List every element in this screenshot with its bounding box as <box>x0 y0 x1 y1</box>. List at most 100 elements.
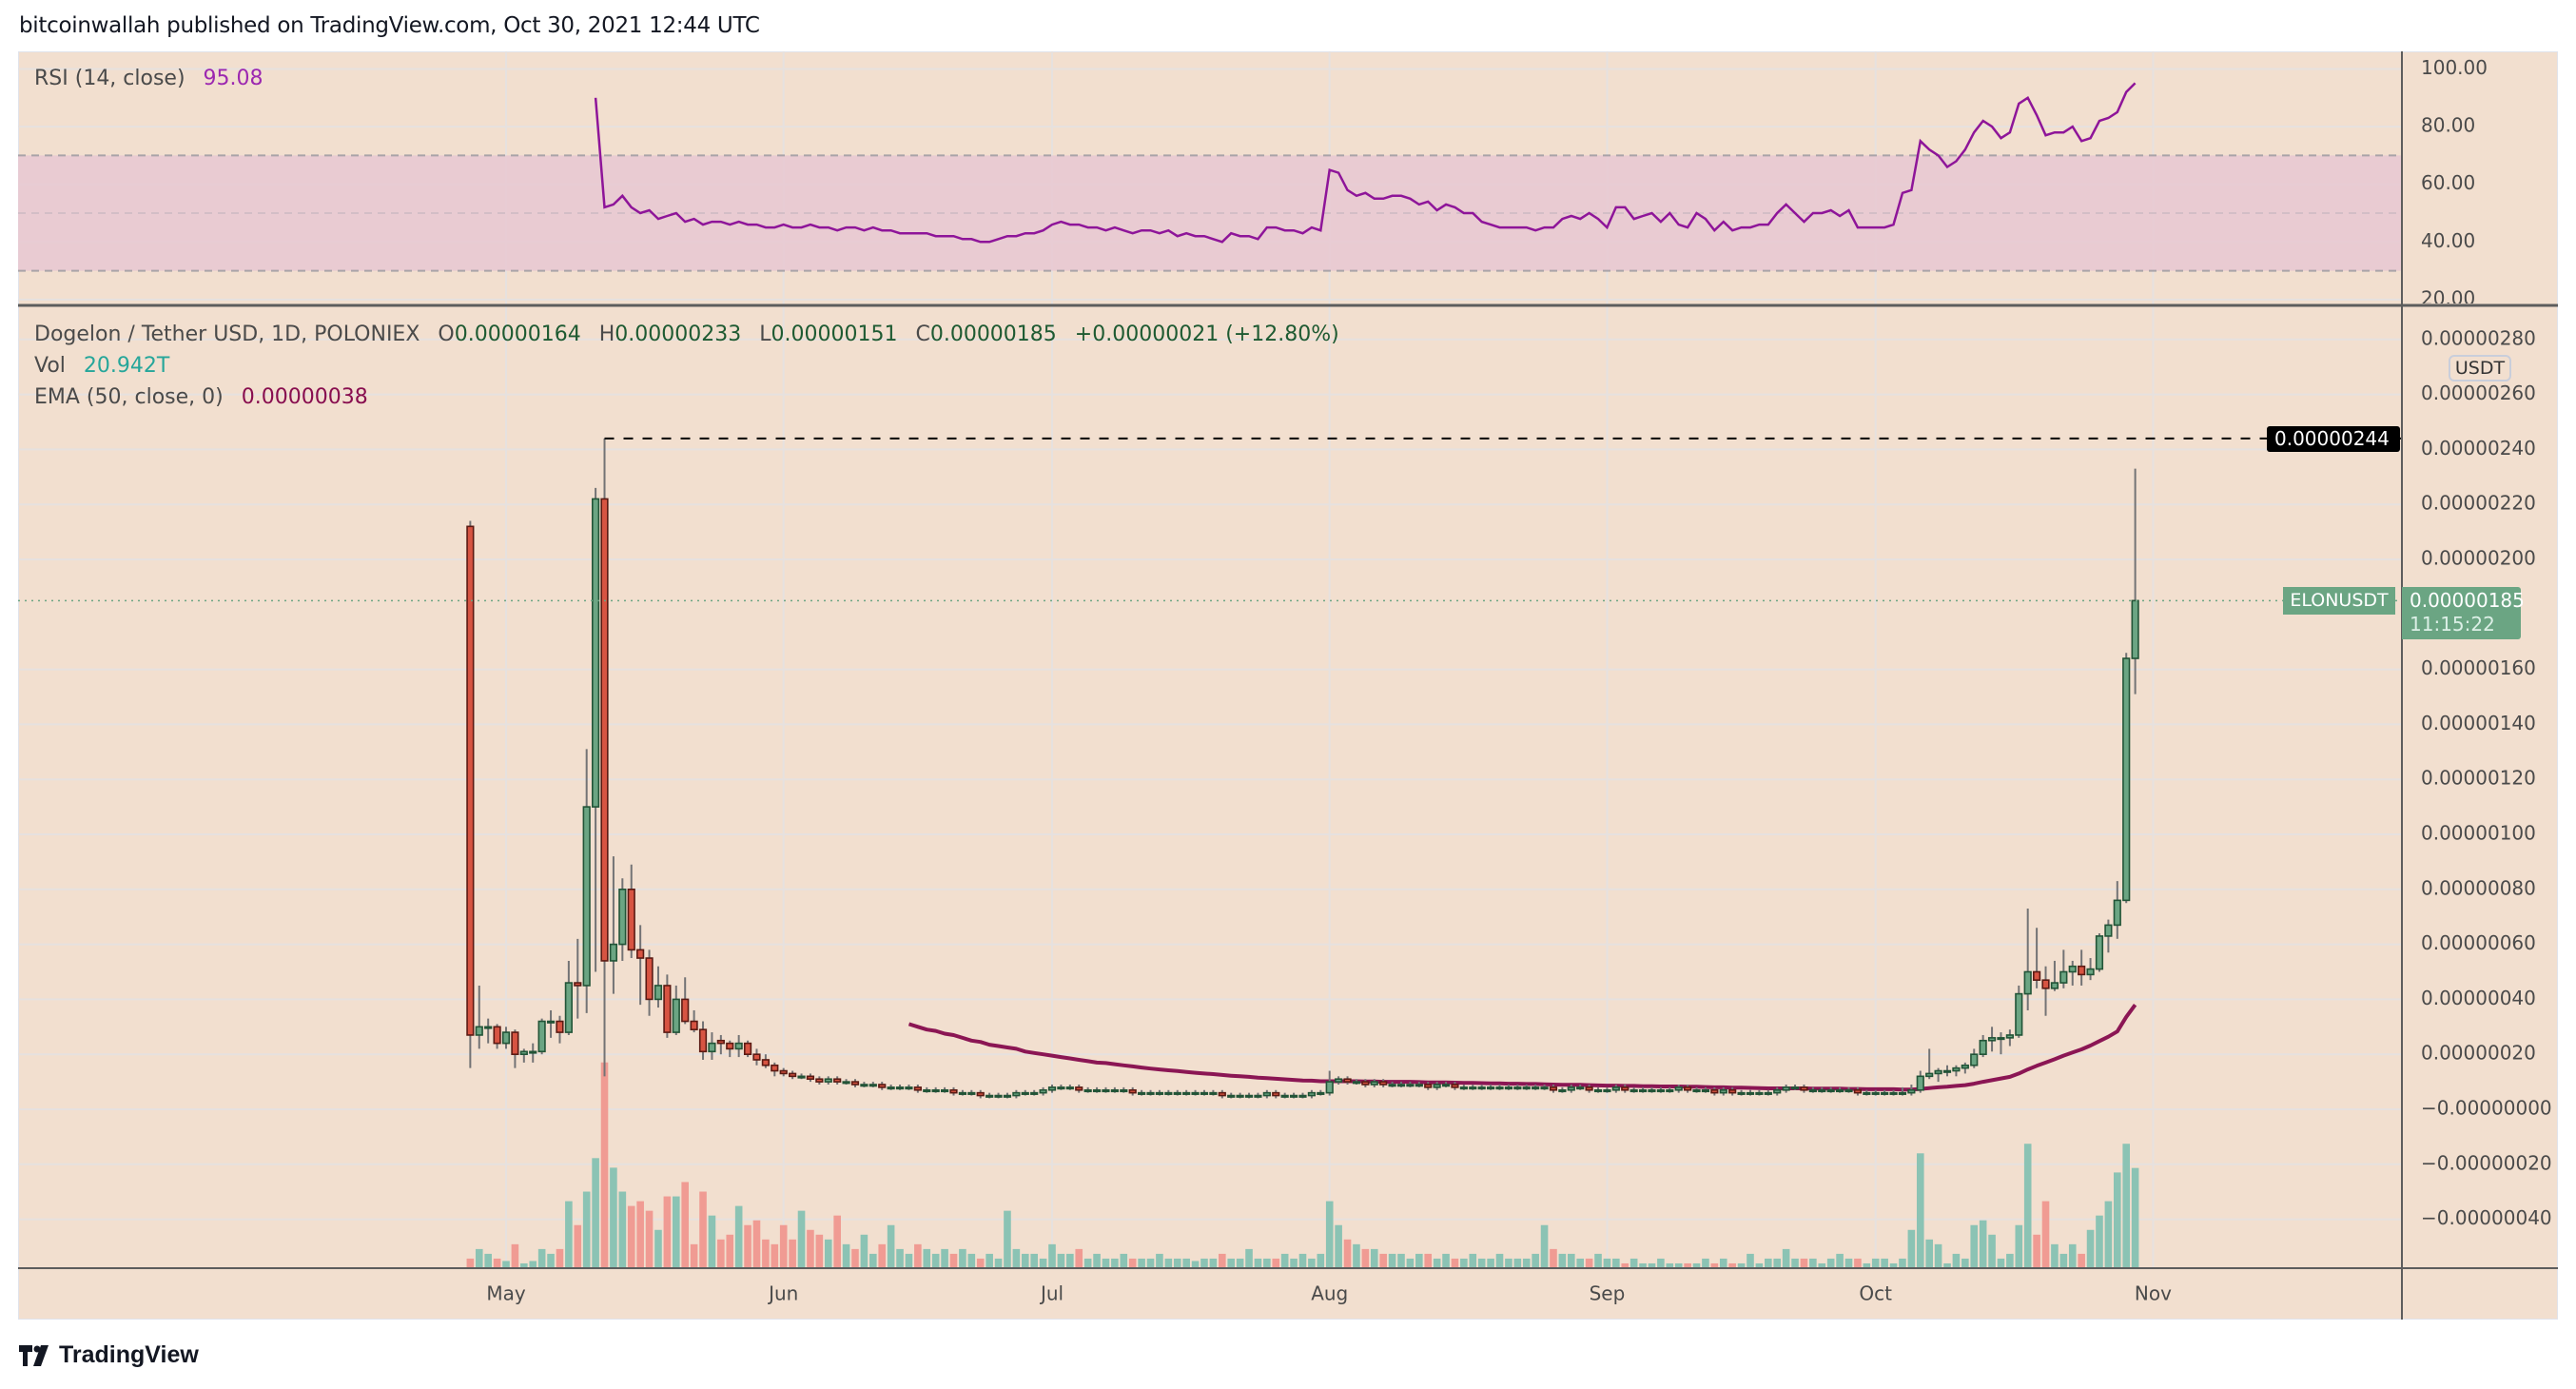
candle <box>1567 1084 1575 1093</box>
candle <box>1441 1082 1451 1087</box>
volume-bar <box>1702 1258 1709 1268</box>
volume-bar <box>1594 1253 1602 1268</box>
volume-bar <box>726 1234 734 1268</box>
candle <box>1853 1086 1863 1096</box>
candle <box>627 864 635 959</box>
candle <box>949 1086 958 1096</box>
volume-bar <box>1406 1258 1415 1268</box>
candle <box>789 1070 797 1080</box>
candle-body <box>1352 1081 1361 1085</box>
price-axis-tick-label: 0.00000220 <box>2421 492 2536 515</box>
candle-body <box>931 1088 940 1093</box>
candle <box>618 878 627 961</box>
price-legend[interactable]: Dogelon / Tether USD, 1D, POLONIEX O0.00… <box>34 323 1339 346</box>
price-axis-tick-label: 0.00000140 <box>2421 712 2536 734</box>
price-axis-tick-label: 0.00000280 <box>2421 326 2536 349</box>
candle-body <box>2068 965 2077 973</box>
volume-bar <box>1809 1258 1817 1268</box>
candle-body <box>1047 1086 1057 1091</box>
candle <box>986 1092 994 1099</box>
candle-body <box>1317 1091 1325 1095</box>
volume-bar <box>1379 1253 1387 1268</box>
candle <box>1522 1084 1531 1090</box>
candle <box>1406 1082 1415 1087</box>
candle-body <box>734 1042 743 1050</box>
candle-body <box>663 985 672 1033</box>
candle <box>1656 1086 1665 1093</box>
candle <box>931 1086 940 1093</box>
volume-bar <box>592 1158 599 1268</box>
rsi-axis-tick-label: 100.00 <box>2421 56 2488 79</box>
candle <box>1979 1034 1987 1058</box>
candle <box>2015 985 2023 1038</box>
candle <box>1540 1084 1549 1090</box>
volume-bar <box>1209 1258 1218 1268</box>
candle-body <box>716 1039 725 1045</box>
time-axis-label: Sep <box>1590 1282 1626 1305</box>
candle-body <box>529 1050 537 1054</box>
candle <box>1289 1092 1298 1099</box>
candle-body <box>493 1026 501 1045</box>
volume-bar <box>1863 1262 1871 1268</box>
volume-bar <box>1424 1253 1433 1268</box>
candle-body <box>627 888 635 951</box>
candle <box>1102 1086 1110 1093</box>
candle-body <box>842 1081 850 1085</box>
volume-bar <box>878 1243 887 1268</box>
candle <box>1396 1082 1406 1087</box>
open-label: O <box>438 323 455 346</box>
candle <box>645 949 654 1016</box>
volume-bar <box>1164 1258 1173 1268</box>
candle <box>1459 1084 1468 1090</box>
volume-bar <box>1200 1258 1208 1268</box>
candle <box>1621 1084 1630 1093</box>
price-axis-tick-label: 0.00000080 <box>2421 876 2536 899</box>
publish-info: bitcoinwallah published on TradingView.c… <box>19 13 760 38</box>
candle <box>1254 1092 1262 1099</box>
volume-bar <box>2006 1253 2014 1268</box>
candle <box>976 1089 985 1099</box>
candle <box>1388 1082 1396 1087</box>
candle-body <box>1415 1084 1423 1087</box>
currency-badge[interactable]: USDT <box>2449 355 2511 381</box>
candle <box>940 1086 949 1093</box>
tradingview-logo[interactable]: TradingView <box>19 1341 199 1369</box>
candle <box>1881 1089 1889 1096</box>
volume-bar <box>1818 1262 1826 1268</box>
candle-body <box>475 1026 483 1036</box>
candle <box>1487 1084 1495 1090</box>
ema-legend[interactable]: EMA (50, close, 0) 0.00000038 <box>34 385 368 409</box>
candle <box>2131 468 2139 694</box>
candle <box>1370 1079 1378 1087</box>
volume-bar <box>1397 1253 1405 1268</box>
candle-body <box>752 1053 761 1061</box>
volume-bar <box>1522 1258 1531 1268</box>
candle-body <box>1889 1091 1898 1095</box>
candle-body <box>2023 970 2032 995</box>
candle-body <box>1844 1088 1853 1093</box>
candle-body <box>1755 1091 1764 1095</box>
candle <box>529 1043 537 1063</box>
volume-bar <box>1236 1258 1244 1268</box>
candle <box>1227 1092 1236 1099</box>
candle <box>2078 949 2086 986</box>
volume-bar <box>1495 1253 1504 1268</box>
candle-body <box>2131 599 2139 659</box>
candle-body <box>1808 1088 1817 1093</box>
candle-body <box>1209 1091 1218 1095</box>
candle <box>1701 1086 1710 1093</box>
volume-legend[interactable]: Vol 20.942T <box>34 354 169 378</box>
volume-bar <box>1747 1253 1754 1268</box>
candle-body <box>2078 965 2086 976</box>
candle-body <box>1638 1088 1648 1093</box>
candle <box>1925 1048 1934 1080</box>
volume-bar <box>1066 1253 1074 1268</box>
candle-body <box>2113 899 2121 927</box>
rsi-legend[interactable]: RSI (14, close) 95.08 <box>34 67 263 90</box>
volume-bar <box>2122 1144 2131 1268</box>
candle-body <box>1102 1088 1110 1093</box>
candle-body <box>1773 1088 1782 1094</box>
candle <box>833 1076 842 1085</box>
volume-bar <box>1460 1258 1468 1268</box>
